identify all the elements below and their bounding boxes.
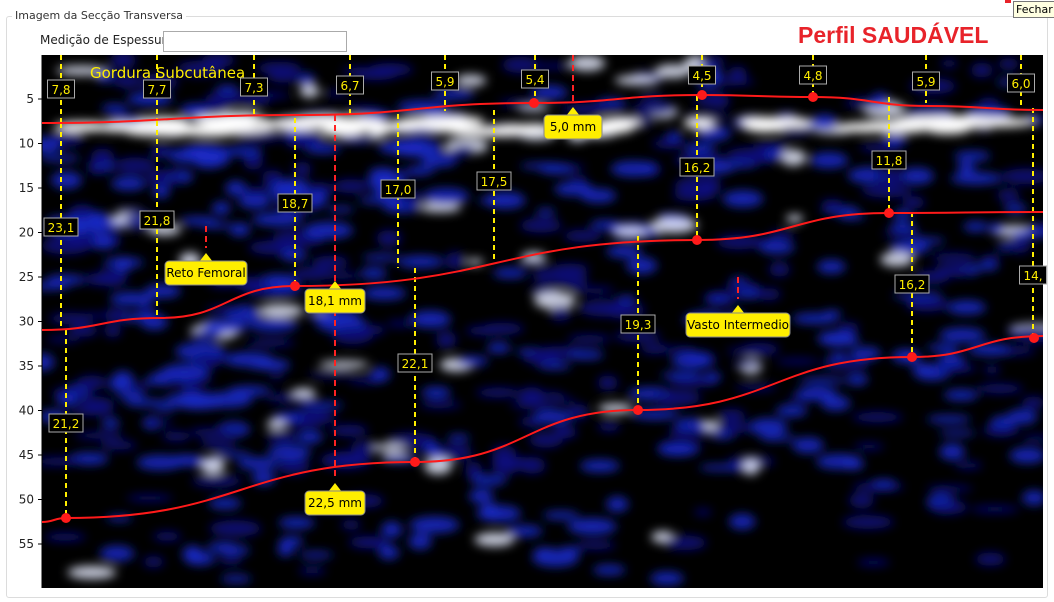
- boundary-point[interactable]: [697, 90, 707, 100]
- thickness-box: [240, 77, 268, 97]
- boundary-point[interactable]: [808, 92, 818, 102]
- thickness-box: [679, 157, 715, 177]
- thickness-value: 16,2: [684, 161, 711, 175]
- thickness-value: 16,2: [899, 278, 926, 292]
- region-label: Gordura Subcutânea: [90, 64, 245, 82]
- thickness-box: [871, 150, 907, 170]
- thickness-value: 5,9: [916, 75, 935, 89]
- callout-pointer: [731, 305, 745, 314]
- thickness-value: 4,8: [803, 69, 822, 83]
- thickness-box: [43, 217, 79, 237]
- callout-text: 18,1 mm: [308, 294, 362, 308]
- thickness-value: 22,1: [402, 357, 429, 371]
- callout-pointer: [199, 253, 213, 262]
- y-tick-label: 40: [19, 404, 34, 418]
- thickness-value: 7,7: [147, 83, 166, 97]
- y-tick-label: 55: [19, 537, 34, 551]
- y-tick-label: 50: [19, 493, 34, 507]
- callout-pointer: [566, 107, 580, 116]
- boundary-point[interactable]: [290, 281, 300, 291]
- thickness-box: [336, 75, 364, 95]
- thickness-value: 11,8: [876, 154, 903, 168]
- thickness-value: 6,7: [340, 79, 359, 93]
- thickness-value: 4,5: [692, 69, 711, 83]
- callout-box: [304, 490, 366, 516]
- thickness-value: 19,3: [625, 318, 652, 332]
- measurement-label: Medição de Espessura: [40, 33, 174, 47]
- thickness-value: 18,7: [282, 197, 309, 211]
- profile-title: Perfil SAUDÁVEL: [798, 22, 989, 48]
- close-tooltip: Fechar: [1013, 1, 1054, 18]
- y-tick-label: 35: [19, 359, 34, 373]
- callout-text: Reto Femoral: [166, 266, 245, 280]
- y-tick-label: 5: [26, 92, 34, 106]
- measurement-input[interactable]: [163, 31, 347, 52]
- boundary-point[interactable]: [633, 405, 643, 415]
- thickness-value: 17,0: [385, 183, 412, 197]
- thickness-value: 5,4: [525, 73, 544, 87]
- thickness-box: [397, 353, 433, 373]
- thickness-box: [431, 71, 459, 91]
- thickness-value: 23,1: [48, 221, 75, 235]
- thickness-box: [521, 69, 549, 89]
- boundary-point[interactable]: [410, 457, 420, 467]
- close-marker[interactable]: [1005, 0, 1011, 3]
- thickness-value: 5,9: [435, 75, 454, 89]
- thickness-box: [1007, 73, 1035, 93]
- thickness-box: [48, 413, 84, 433]
- callout-text: 5,0 mm: [550, 120, 596, 134]
- thickness-box: [476, 171, 512, 191]
- thickness-value: 17,5: [481, 175, 508, 189]
- thickness-value: 21,2: [53, 417, 80, 431]
- callout-box: [164, 260, 248, 286]
- callout-text: Vasto Intermedio: [687, 318, 789, 332]
- y-tick-label: 10: [19, 137, 34, 151]
- group-title: Imagem da Secção Transversa: [12, 9, 187, 22]
- y-tick-label: 20: [19, 226, 34, 240]
- callout-pointer: [328, 483, 342, 492]
- fat-boundary: [41, 93, 1044, 124]
- thickness-value: 6,0: [1011, 77, 1030, 91]
- thickness-box: [894, 274, 930, 294]
- thickness-box: [688, 65, 716, 85]
- boundary-point[interactable]: [529, 98, 539, 108]
- ultrasound-texture: [42, 55, 1043, 586]
- callout-box: [304, 288, 366, 314]
- callout-box: [543, 114, 603, 140]
- y-tick-label: 45: [19, 448, 34, 462]
- thickness-box: [1019, 265, 1047, 285]
- thickness-value: 7,3: [244, 81, 263, 95]
- boundary-point[interactable]: [884, 208, 894, 218]
- boundary-point[interactable]: [61, 513, 71, 523]
- thickness-value: 14,: [1023, 269, 1042, 283]
- boundary-point[interactable]: [692, 235, 702, 245]
- thickness-box: [912, 71, 940, 91]
- thickness-box: [143, 79, 171, 99]
- thickness-box: [277, 193, 313, 213]
- thickness-box: [799, 65, 827, 85]
- thickness-box: [47, 79, 75, 99]
- callout-box: [685, 312, 791, 338]
- cross-section-group: [6, 16, 1048, 598]
- thickness-value: 7,8: [51, 83, 70, 97]
- boundary-point[interactable]: [1029, 333, 1039, 343]
- callout-pointer: [328, 281, 342, 290]
- thickness-box: [620, 314, 656, 334]
- y-tick-label: 15: [19, 181, 34, 195]
- boundary-point[interactable]: [907, 352, 917, 362]
- y-tick-label: 25: [19, 270, 34, 284]
- y-tick-label: 30: [19, 315, 34, 329]
- thickness-value: 21,8: [144, 214, 171, 228]
- thickness-box: [139, 210, 175, 230]
- callout-text: 22,5 mm: [308, 496, 362, 510]
- thickness-box: [380, 179, 416, 199]
